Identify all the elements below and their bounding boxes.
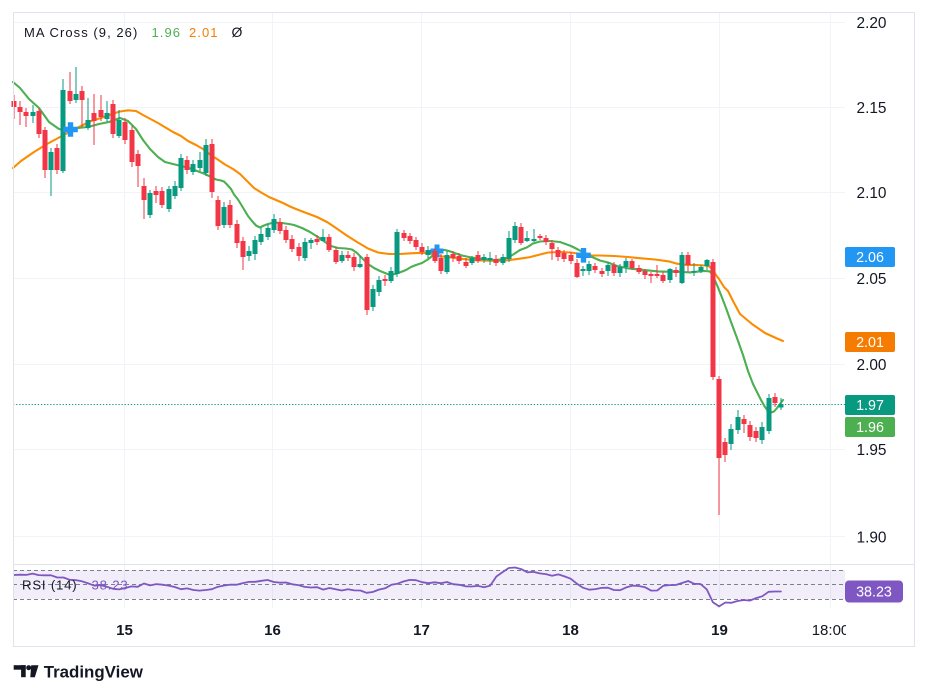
svg-text:RSI (14): RSI (14): [22, 578, 78, 593]
svg-text:38.23: 38.23: [92, 578, 129, 593]
svg-text:2.01: 2.01: [856, 335, 884, 351]
svg-text:2.05: 2.05: [857, 271, 887, 288]
svg-text:15: 15: [116, 622, 133, 639]
svg-text:2.20: 2.20: [857, 15, 887, 32]
svg-text:1.95: 1.95: [857, 442, 887, 459]
svg-text:Ø: Ø: [232, 24, 243, 40]
svg-text:TradingView: TradingView: [44, 662, 144, 681]
svg-text:19: 19: [711, 622, 728, 639]
svg-text:18: 18: [562, 622, 579, 639]
svg-text:16: 16: [264, 622, 281, 639]
svg-text:2.06: 2.06: [856, 250, 884, 266]
svg-text:1.96: 1.96: [856, 420, 884, 436]
svg-text:18:00: 18:00: [812, 622, 850, 639]
svg-text:2.01: 2.01: [189, 25, 219, 40]
svg-text:2.15: 2.15: [857, 100, 887, 117]
svg-text:2.00: 2.00: [857, 357, 887, 374]
svg-text:2.10: 2.10: [857, 185, 887, 202]
svg-text:17: 17: [413, 622, 430, 639]
svg-text:38.23: 38.23: [856, 585, 892, 601]
svg-text:1.97: 1.97: [856, 398, 884, 414]
svg-text:1.90: 1.90: [857, 530, 887, 547]
svg-text:1.96: 1.96: [152, 25, 182, 40]
svg-text:MA Cross (9, 26): MA Cross (9, 26): [24, 25, 138, 40]
